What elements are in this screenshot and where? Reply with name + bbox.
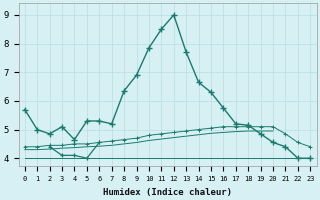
X-axis label: Humidex (Indice chaleur): Humidex (Indice chaleur) [103,188,232,197]
